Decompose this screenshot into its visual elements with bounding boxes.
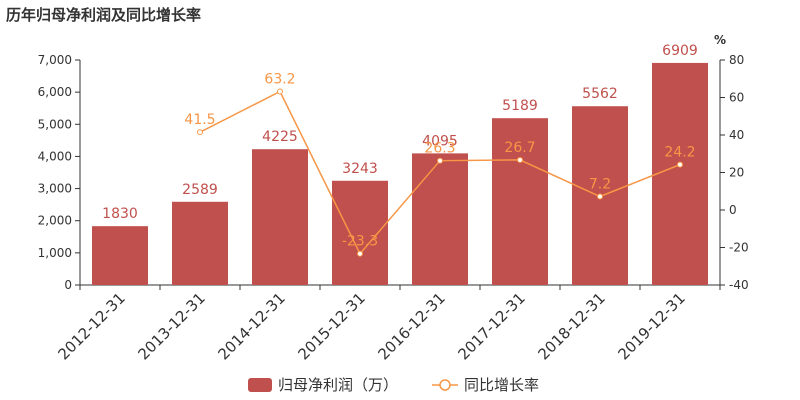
chart-title: 历年归母净利润及同比增长率 [6,6,201,24]
x-tick-label: 2018-12-31 [534,289,608,363]
bar-label-2014-12-31: 4225 [262,129,298,145]
bar-label-2013-12-31: 2589 [182,182,218,198]
growth-point-2019-12-31[interactable] [677,161,683,168]
growth-point-2015-12-31[interactable] [357,250,363,257]
left-tick-label: 7,000 [38,53,72,67]
growth-point-2018-12-31[interactable] [597,193,603,200]
growth-point-2016-12-31[interactable] [437,157,443,164]
left-tick-label: 1,000 [38,246,72,260]
line-labels-layer: 41.5 63.2 -23.3 26.3 26.7 7.2 24.2 [184,72,695,250]
bar-2014-12-31[interactable] [252,149,308,285]
legend-item-bar[interactable]: 归母净利润（万） [248,376,398,394]
axes-layer: 0 1,000 2,000 3,000 4,000 5,000 6,000 7,000 -40 -… [38,53,749,292]
right-tick-label: 40 [729,128,744,142]
bar-labels-layer: 1830 2589 4225 3243 4095 5189 5562 6909 [102,43,698,222]
bar-label-2019-12-31: 6909 [662,43,698,59]
bar-2019-12-31[interactable] [652,62,708,285]
bar-label-2015-12-31: 3243 [342,161,378,177]
growth-point-2017-12-31[interactable] [517,156,523,163]
x-tick-label: 2012-12-31 [54,289,128,363]
x-tick-label: 2015-12-31 [294,289,368,363]
growth-label-2018-12-31: 7.2 [589,177,611,193]
bar-2016-12-31[interactable] [412,153,468,285]
legend-line-marker [439,379,451,391]
bar-2017-12-31[interactable] [492,118,548,285]
right-axis-unit: % [714,33,726,47]
growth-label-2017-12-31: 26.7 [504,140,535,156]
right-tick-label: -20 [729,241,749,255]
x-tick-label: 2019-12-31 [614,289,688,363]
growth-point-2014-12-31[interactable] [277,88,283,95]
right-tick-label: 20 [729,166,744,180]
x-tick-label: 2014-12-31 [214,289,288,363]
left-tick-label: 5,000 [38,117,72,131]
bar-label-2016-12-31: 4095 [422,133,458,149]
x-tick-label: 2017-12-31 [454,289,528,363]
right-tick-label: -40 [729,278,749,292]
bar-2013-12-31[interactable] [172,201,228,285]
growth-label-2019-12-31: 24.2 [664,145,695,161]
left-tick-label: 0 [64,278,72,292]
left-tick-label: 2,000 [38,214,72,228]
legend[interactable]: 归母净利润（万） 同比增长率 [248,376,539,394]
x-tick-label: 2013-12-31 [134,289,208,363]
left-tick-label: 4,000 [38,149,72,163]
bar-label-2012-12-31: 1830 [102,206,138,222]
left-tick-label: 3,000 [38,182,72,196]
bar-label-2018-12-31: 5562 [582,86,618,102]
growth-label-2014-12-31: 63.2 [264,72,295,88]
bars-layer [92,62,708,285]
bar-label-2017-12-31: 5189 [502,98,538,114]
legend-line-label: 同比增长率 [464,376,539,394]
right-tick-label: 0 [729,203,737,217]
x-tick-label: 2016-12-31 [374,289,448,363]
growth-point-2013-12-31[interactable] [197,129,203,136]
right-tick-label: 60 [729,91,744,105]
x-tick-labels: 2012-12-31 2013-12-31 2014-12-31 2015-12-31… [54,289,688,363]
bar-2012-12-31[interactable] [92,226,148,285]
growth-label-2015-12-31: -23.3 [342,234,378,250]
legend-item-line[interactable]: 同比增长率 [432,376,539,394]
line-layer [197,88,683,257]
legend-bar-swatch [248,378,272,392]
growth-label-2013-12-31: 41.5 [184,112,215,128]
left-tick-label: 6,000 [38,85,72,99]
legend-bar-label: 归母净利润（万） [278,376,398,394]
growth-label-2016-12-31: 26.3 [424,141,455,157]
right-tick-label: 80 [729,53,744,67]
